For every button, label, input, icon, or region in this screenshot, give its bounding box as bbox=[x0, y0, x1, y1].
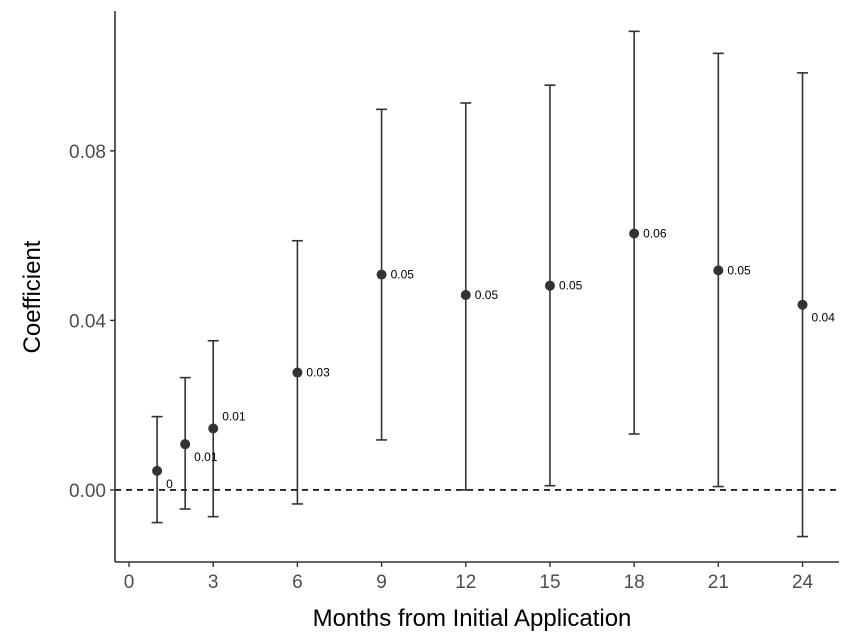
y-tick-label: 0.04 bbox=[69, 311, 106, 332]
data-point-2 bbox=[180, 439, 191, 450]
data-label-8: 0.06 bbox=[643, 227, 667, 241]
x-tick-label: 21 bbox=[708, 572, 729, 593]
x-tick-label: 24 bbox=[792, 572, 814, 593]
data-point-7 bbox=[544, 280, 555, 291]
data-label-4: 0.03 bbox=[306, 366, 330, 380]
data-label-9: 0.05 bbox=[727, 263, 751, 277]
x-tick-label: 0 bbox=[124, 572, 135, 593]
x-tick-label: 12 bbox=[455, 572, 476, 593]
x-tick-label: 6 bbox=[292, 572, 303, 593]
data-label-5: 0.05 bbox=[391, 268, 415, 282]
data-point-1 bbox=[152, 465, 163, 476]
point-layer bbox=[152, 228, 808, 476]
data-point-10 bbox=[797, 299, 808, 310]
x-tick-label: 18 bbox=[624, 572, 645, 593]
y-tick-label: 0.00 bbox=[69, 481, 106, 502]
x-tick-label: 15 bbox=[539, 572, 560, 593]
x-tick-label: 9 bbox=[376, 572, 387, 593]
data-label-1: 0 bbox=[166, 477, 173, 491]
data-point-6 bbox=[460, 289, 471, 300]
data-point-4 bbox=[292, 367, 303, 378]
axis-layer: 0.00 0.04 0.08 0 3 6 9 12 15 18 21 24 bbox=[69, 11, 839, 593]
y-tick-label: 0.08 bbox=[69, 142, 106, 163]
x-axis-title: Months from Initial Application bbox=[313, 605, 632, 632]
data-label-2: 0.01 bbox=[194, 450, 218, 464]
data-point-5 bbox=[376, 269, 387, 280]
data-label-7: 0.05 bbox=[559, 279, 583, 293]
y-axis-title: Coefficient bbox=[19, 240, 46, 353]
data-label-10: 0.04 bbox=[812, 311, 836, 325]
data-label-layer: 0 0.01 0.01 0.03 0.05 0.05 0.05 0.06 0.05 0.04 bbox=[166, 227, 835, 491]
data-point-3 bbox=[208, 423, 219, 434]
data-point-8 bbox=[629, 228, 640, 239]
data-label-3: 0.01 bbox=[222, 409, 246, 423]
data-label-6: 0.05 bbox=[475, 288, 499, 302]
data-point-9 bbox=[713, 265, 724, 276]
x-tick-label: 3 bbox=[208, 572, 219, 593]
